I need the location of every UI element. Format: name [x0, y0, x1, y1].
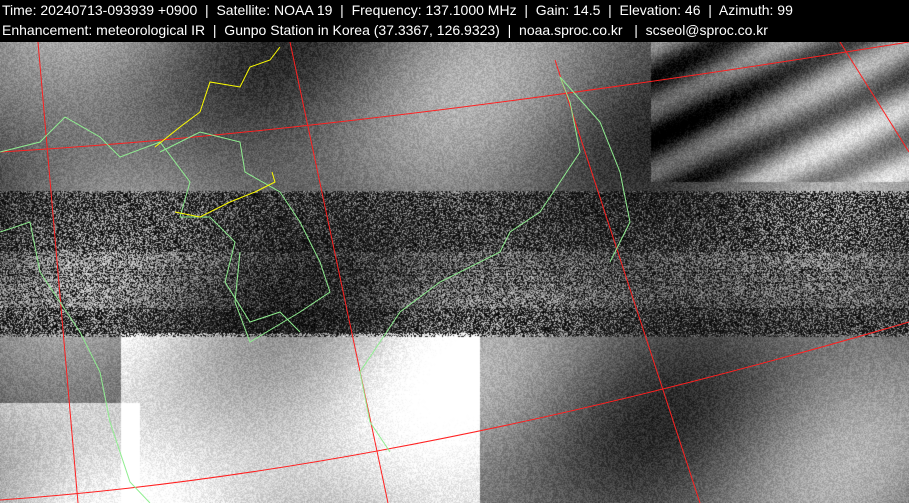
parallel-line [0, 321, 909, 501]
border-line [174, 171, 276, 218]
meridian-line [839, 42, 909, 153]
meridian-line [554, 59, 701, 503]
map-overlay [0, 42, 909, 503]
parallel-line [0, 42, 909, 153]
station-info-line: Enhancement: meteorological IR | Gunpo S… [2, 22, 768, 38]
coastlines [0, 76, 631, 503]
coastline-china [0, 116, 301, 333]
lat-lon-grid [0, 42, 909, 503]
border-line [154, 46, 281, 148]
coastline-china-south [0, 221, 151, 503]
borders [154, 46, 281, 218]
meridian-line [37, 42, 79, 503]
info-header: Time: 20240713-093939 +0900 | Satellite:… [0, 0, 909, 42]
coastline-korea [159, 131, 331, 343]
coastline-japan-north [559, 76, 631, 263]
coastline-japan [359, 76, 581, 453]
meridian-line [289, 42, 389, 503]
pass-info-line: Time: 20240713-093939 +0900 | Satellite:… [2, 2, 793, 18]
satellite-image [0, 42, 909, 503]
